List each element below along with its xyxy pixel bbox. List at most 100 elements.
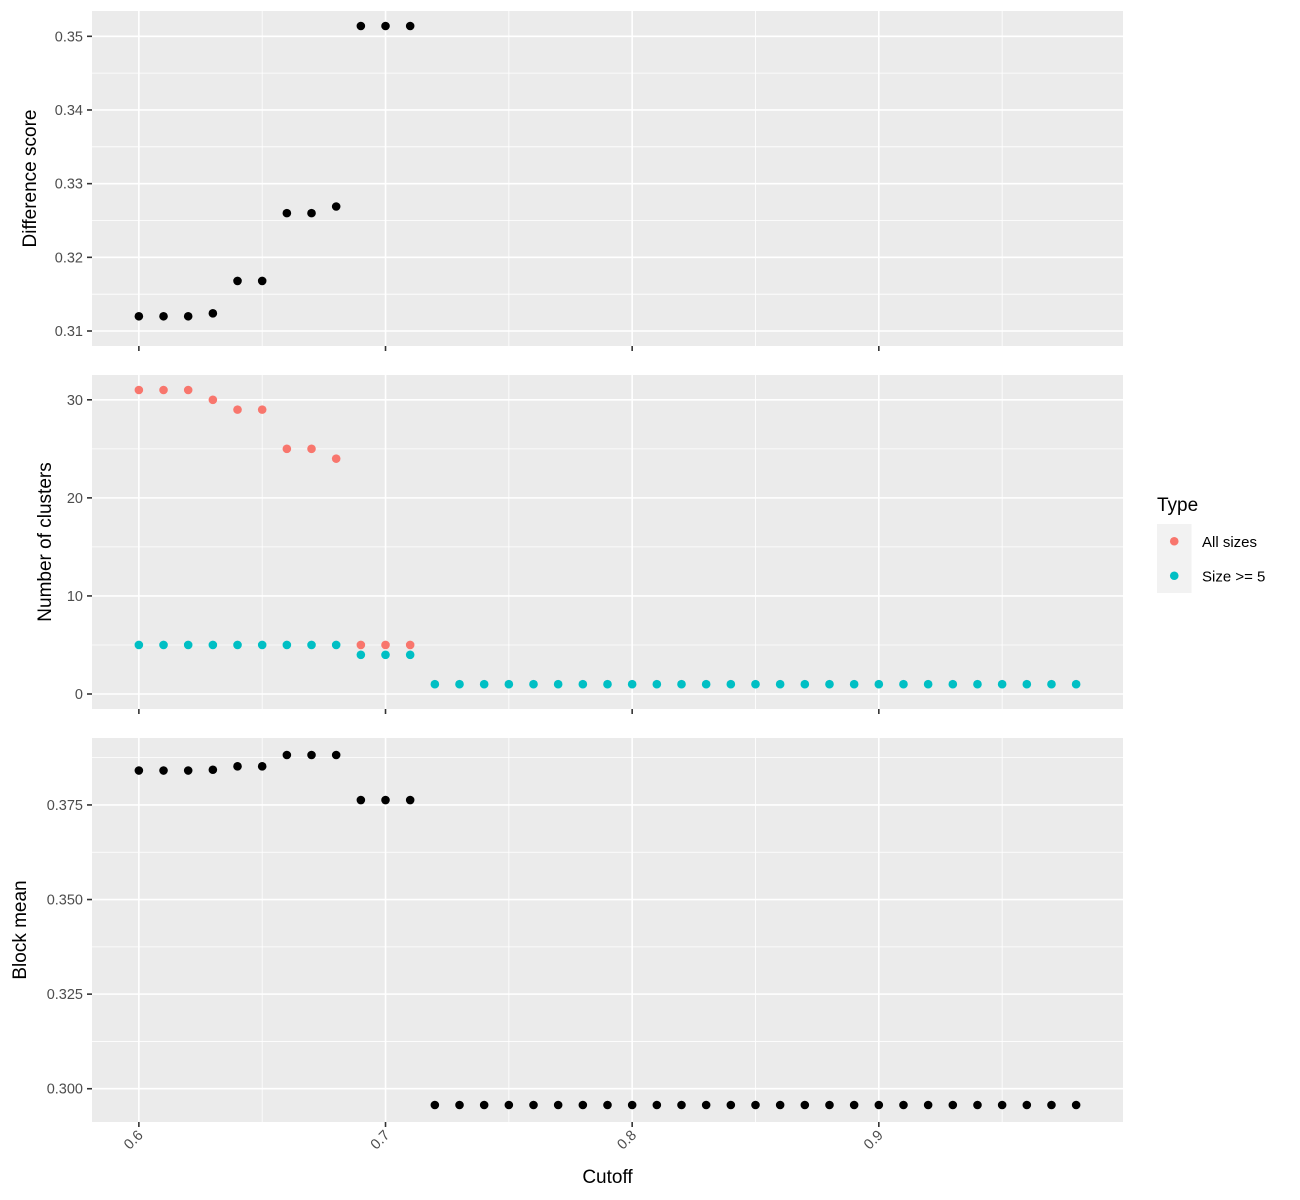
- data-point: [504, 679, 514, 689]
- data-point: [627, 1100, 637, 1110]
- panel-1: 0.31 0.32 0.33 0.34 0.35 Difference score: [20, 11, 1123, 351]
- data-point: [948, 679, 958, 689]
- data-point: [134, 766, 144, 775]
- data-point: [479, 1100, 489, 1110]
- data-point: [257, 276, 267, 286]
- data-point: [183, 640, 193, 650]
- legend-swatch: [1169, 536, 1179, 546]
- y-tick-label: 30: [67, 393, 83, 409]
- y-tick-label: 10: [67, 589, 83, 605]
- data-point: [726, 1100, 736, 1110]
- y-tick-label: 0: [75, 687, 83, 703]
- data-point: [899, 679, 908, 689]
- legend-swatch: [1169, 571, 1179, 581]
- data-point: [208, 395, 218, 405]
- x-axis-title: Cutoff: [582, 1167, 633, 1188]
- legend-label: Size >= 5: [1202, 569, 1265, 586]
- data-point: [356, 21, 366, 31]
- data-point: [627, 679, 637, 689]
- data-point: [1022, 679, 1032, 689]
- data-point: [553, 679, 563, 689]
- data-point: [899, 1100, 908, 1110]
- data-point: [307, 640, 316, 650]
- data-point: [356, 795, 366, 805]
- data-point: [825, 1100, 834, 1110]
- data-point: [381, 795, 390, 805]
- data-point: [282, 444, 292, 454]
- panel-3: 0.300 0.325 0.350 0.375 Block mean 0.6 0.7 0.8 0…: [10, 738, 1123, 1153]
- data-point: [257, 762, 267, 771]
- data-point: [233, 276, 242, 286]
- data-point: [381, 640, 390, 650]
- panel-background: [92, 11, 1123, 346]
- data-point: [1071, 1100, 1081, 1110]
- y-tick-label: 0.375: [47, 798, 83, 814]
- y-tick-label: 0.31: [55, 324, 83, 340]
- data-point: [381, 650, 390, 660]
- data-point: [208, 765, 218, 775]
- y-tick-label: 0.35: [55, 29, 83, 45]
- data-point: [208, 640, 218, 650]
- data-point: [183, 311, 193, 321]
- data-point: [825, 679, 834, 689]
- data-point: [430, 1100, 440, 1110]
- series-all-sizes: [134, 385, 415, 650]
- data-point: [603, 1100, 612, 1110]
- legend-title: Type: [1157, 495, 1198, 516]
- data-point: [775, 1100, 785, 1110]
- data-point: [948, 1100, 958, 1110]
- data-point: [578, 679, 588, 689]
- data-point: [159, 640, 168, 650]
- data-point: [1047, 679, 1056, 689]
- data-point: [578, 1100, 588, 1110]
- data-point: [553, 1100, 563, 1110]
- y-tick-label: 0.32: [55, 250, 83, 266]
- data-point: [134, 385, 144, 395]
- y-tick-label: 0.34: [55, 103, 83, 119]
- data-point: [849, 679, 859, 689]
- data-point: [751, 679, 760, 689]
- data-point: [405, 640, 415, 650]
- data-point: [307, 208, 316, 218]
- data-point: [701, 679, 711, 689]
- data-point: [652, 1100, 662, 1110]
- data-point: [479, 679, 489, 689]
- series-points: [134, 21, 415, 321]
- data-point: [455, 679, 464, 689]
- panel-2: 0 10 20 30 Number of clusters: [35, 375, 1123, 714]
- x-tick-label: 0.6: [121, 1128, 147, 1154]
- y-axis-title: Block mean: [10, 880, 31, 979]
- data-point: [1022, 1100, 1032, 1110]
- data-point: [677, 1100, 686, 1110]
- data-point: [282, 750, 292, 760]
- data-point: [677, 679, 686, 689]
- data-point: [997, 1100, 1007, 1110]
- series-size-5: [134, 640, 1081, 689]
- data-point: [331, 640, 341, 650]
- data-point: [751, 1100, 760, 1110]
- data-point: [973, 1100, 982, 1110]
- y-axis-title: Number of clusters: [35, 462, 56, 621]
- y-tick-label: 0.350: [47, 893, 83, 909]
- data-point: [282, 640, 292, 650]
- data-point: [430, 679, 440, 689]
- data-point: [455, 1100, 464, 1110]
- data-point: [183, 385, 193, 395]
- data-point: [800, 1100, 810, 1110]
- data-point: [159, 766, 168, 775]
- data-point: [775, 679, 785, 689]
- data-point: [1047, 1100, 1056, 1110]
- data-point: [923, 679, 933, 689]
- data-point: [233, 405, 242, 414]
- y-axis-title: Difference score: [20, 110, 41, 248]
- data-point: [923, 1100, 933, 1110]
- data-point: [257, 405, 267, 414]
- x-tick-label: 0.9: [861, 1128, 887, 1154]
- data-point: [726, 679, 736, 689]
- data-point: [331, 454, 341, 463]
- data-point: [233, 762, 242, 771]
- data-point: [603, 679, 612, 689]
- data-point: [356, 650, 366, 660]
- data-point: [405, 21, 415, 31]
- data-point: [282, 208, 292, 218]
